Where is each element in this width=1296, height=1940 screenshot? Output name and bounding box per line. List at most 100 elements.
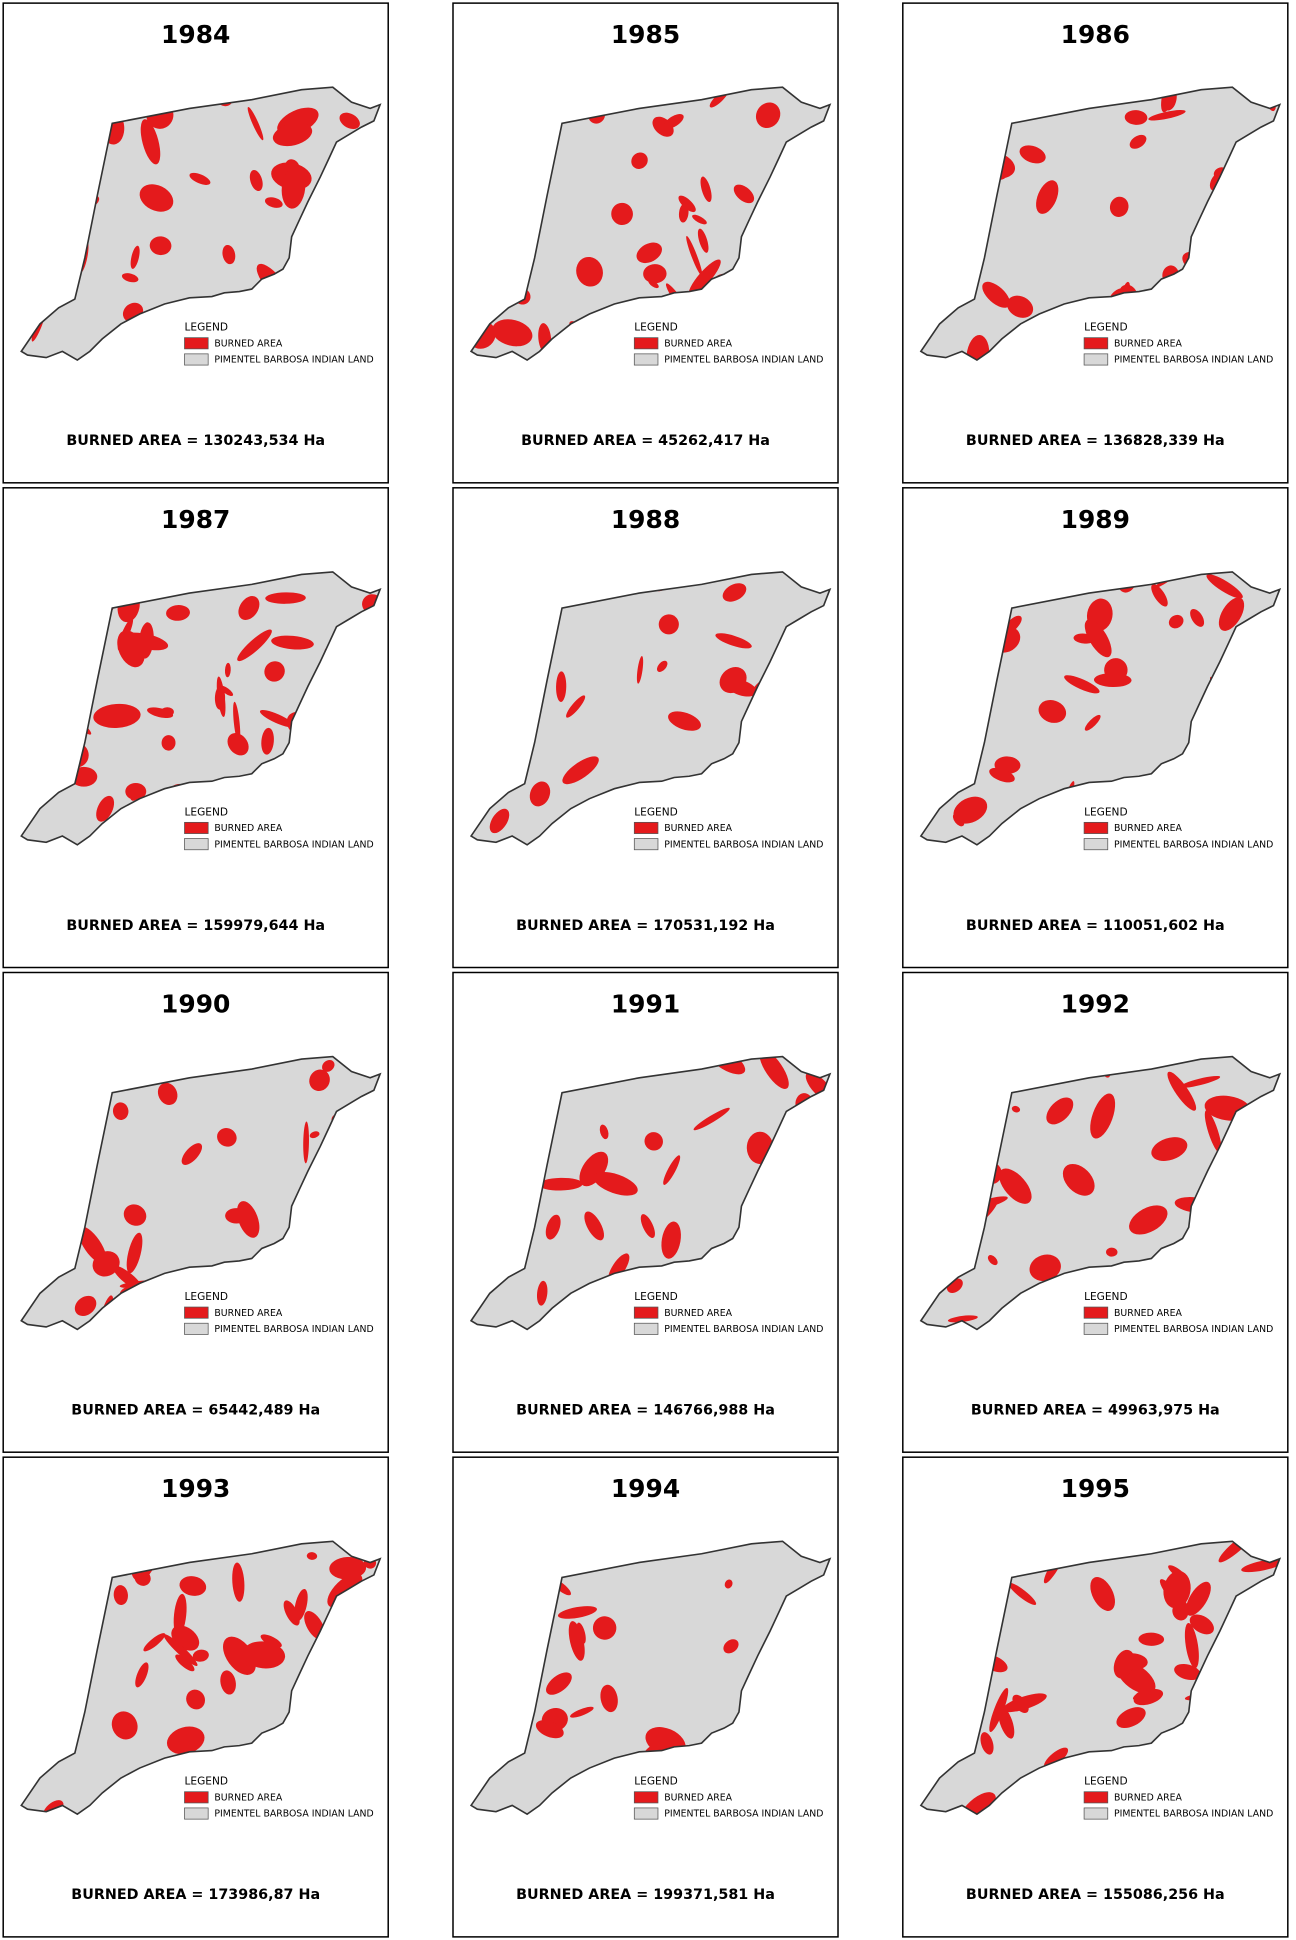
burned-patch bbox=[668, 711, 701, 731]
territory-outline bbox=[919, 571, 1282, 846]
burned-patch bbox=[189, 172, 211, 185]
burned-patch bbox=[640, 1214, 655, 1238]
legend-swatch bbox=[633, 337, 659, 350]
burned-area-text: BURNED AREA = 159979,644 Ha bbox=[66, 918, 325, 934]
burned-area-value: = 155086,256 Ha bbox=[1086, 1887, 1225, 1903]
legend-title: LEGEND bbox=[1084, 806, 1128, 818]
burned-patch bbox=[1190, 608, 1205, 627]
legend-swatch bbox=[184, 838, 209, 851]
legend-label: PIMENTEL BARBOSA INDIAN LAND bbox=[664, 355, 823, 366]
burned-patch bbox=[147, 707, 174, 719]
burned-patch bbox=[264, 197, 283, 208]
legend-label: BURNED AREA bbox=[1114, 1792, 1182, 1803]
burned-area-label: BURNED AREA bbox=[966, 1887, 1081, 1903]
burned-patch bbox=[1062, 1163, 1095, 1196]
legend-swatch bbox=[633, 1306, 659, 1319]
burned-patch bbox=[947, 1315, 978, 1323]
legend-swatch bbox=[184, 821, 209, 834]
burned-patch bbox=[576, 1622, 586, 1644]
legend-swatch bbox=[1083, 337, 1109, 350]
burned-patch bbox=[1167, 1071, 1197, 1111]
burned-patch bbox=[134, 1570, 151, 1586]
burned-area-text: BURNED AREA = 49963,975 Ha bbox=[971, 1402, 1220, 1418]
burned-patch bbox=[166, 1726, 205, 1755]
burned-patch bbox=[656, 660, 668, 672]
burned-patch bbox=[113, 1585, 128, 1606]
burned-area-label: BURNED AREA bbox=[521, 433, 636, 449]
burned-area-text: BURNED AREA = 146766,988 Ha bbox=[516, 1402, 775, 1418]
burned-patch bbox=[220, 1670, 236, 1695]
territory-outline bbox=[919, 1540, 1282, 1816]
burned-patch bbox=[322, 1060, 335, 1072]
burned-patch bbox=[1218, 1541, 1254, 1563]
burned-patch bbox=[140, 119, 161, 165]
burned-patch bbox=[222, 244, 236, 265]
burned-patch bbox=[220, 685, 234, 696]
burned-patch bbox=[663, 1155, 681, 1185]
burned-area-text: BURNED AREA = 155086,256 Ha bbox=[966, 1887, 1225, 1903]
burned-area-label: BURNED AREA bbox=[66, 918, 181, 934]
burned-patch bbox=[1129, 134, 1147, 149]
burned-patch bbox=[576, 256, 603, 287]
legend-swatch bbox=[1083, 1791, 1109, 1804]
burned-patch bbox=[249, 170, 263, 192]
legend-swatch bbox=[1083, 1306, 1109, 1319]
map-panel: 1990 LEGEND BURNED AREA PIMENTEL BARBOSA IN… bbox=[2, 971, 389, 1453]
burned-patch bbox=[1109, 196, 1129, 217]
burned-area-value: = 159979,644 Ha bbox=[186, 918, 325, 934]
legend-label: PIMENTEL BARBOSA INDIAN LAND bbox=[1114, 355, 1273, 366]
burned-patch bbox=[261, 727, 274, 755]
legend-swatch bbox=[633, 1322, 659, 1335]
burned-patch bbox=[126, 1232, 143, 1274]
legend-label: BURNED AREA bbox=[664, 338, 732, 349]
burned-patch bbox=[1206, 574, 1243, 599]
legend-swatch bbox=[184, 1807, 209, 1820]
territory-outline bbox=[469, 86, 832, 362]
burned-area-value: = 199371,581 Ha bbox=[636, 1887, 775, 1903]
burned-patch bbox=[1151, 1137, 1188, 1161]
legend-label: PIMENTEL BARBOSA INDIAN LAND bbox=[214, 1809, 373, 1820]
burned-patch bbox=[989, 767, 1015, 783]
territory bbox=[471, 1541, 830, 1815]
burned-patch bbox=[579, 1151, 609, 1187]
legend-title: LEGEND bbox=[1084, 1291, 1128, 1303]
burned-patch bbox=[1174, 1663, 1201, 1681]
burned-patch bbox=[143, 1633, 166, 1652]
legend-swatch bbox=[633, 353, 659, 366]
burned-patch bbox=[688, 259, 721, 296]
burned-patch bbox=[570, 1706, 594, 1718]
burned-patch bbox=[117, 630, 145, 668]
burned-patch bbox=[998, 1706, 1015, 1739]
burned-patch bbox=[562, 756, 599, 785]
legend-label: PIMENTEL BARBOSA INDIAN LAND bbox=[1114, 1324, 1273, 1335]
burned-patch bbox=[686, 236, 703, 276]
territory-outline bbox=[20, 571, 382, 846]
burned-patch bbox=[529, 781, 551, 807]
burned-patch bbox=[1184, 1623, 1199, 1669]
burned-patch bbox=[959, 1792, 996, 1815]
burned-patch bbox=[545, 1672, 572, 1695]
burned-patch bbox=[1046, 1097, 1074, 1125]
burned-area-value: = 65442,489 Ha bbox=[191, 1402, 320, 1418]
burned-patch bbox=[953, 796, 988, 824]
burned-patch bbox=[1138, 1632, 1165, 1646]
burned-patch bbox=[636, 656, 644, 684]
burned-patch bbox=[1002, 1693, 1047, 1713]
territory-outline bbox=[919, 86, 1282, 362]
map-panel: 1991 LEGEND BURNED AREA PIMENTEL BARBOSA IN… bbox=[452, 971, 839, 1453]
burned-patch bbox=[644, 1132, 663, 1151]
burned-patch bbox=[593, 1172, 638, 1196]
burned-patch bbox=[1116, 1707, 1146, 1729]
legend-swatch bbox=[633, 1807, 659, 1820]
legend-swatch bbox=[184, 1306, 209, 1319]
burned-patch bbox=[1006, 295, 1034, 318]
burned-patch bbox=[556, 671, 567, 702]
legend-title: LEGEND bbox=[634, 322, 678, 334]
burned-patch bbox=[227, 733, 249, 756]
burned-patch bbox=[149, 236, 172, 256]
burned-patch bbox=[237, 629, 272, 662]
legend-label: BURNED AREA bbox=[214, 1792, 282, 1803]
burned-patch bbox=[186, 1689, 206, 1710]
burned-patch bbox=[1185, 1581, 1211, 1616]
burned-patch bbox=[966, 335, 990, 361]
